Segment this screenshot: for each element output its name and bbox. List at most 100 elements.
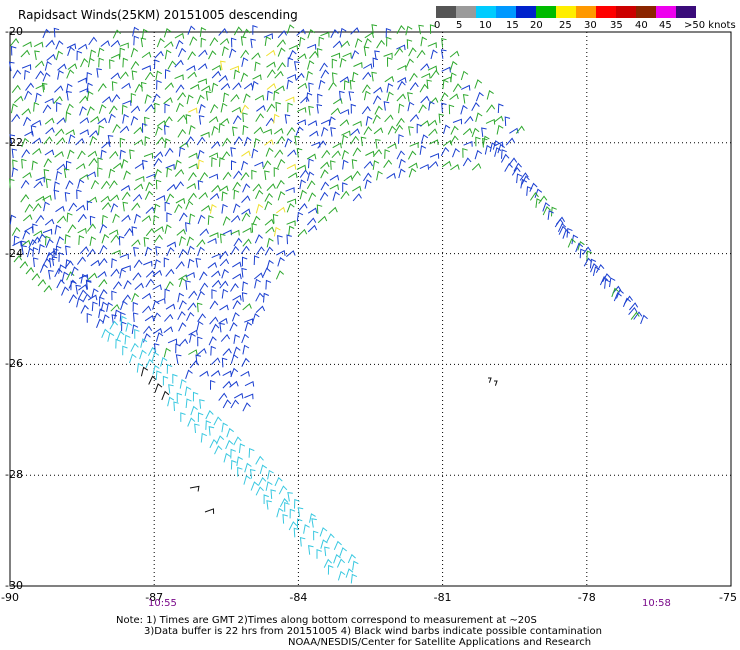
wind-barb (276, 135, 286, 145)
wind-barb (374, 50, 380, 60)
wind-barb (629, 302, 639, 311)
wind-barb (125, 322, 133, 332)
wind-barb (119, 47, 126, 58)
wind-barb (229, 65, 240, 72)
wind-barb (177, 114, 187, 123)
wind-barb (222, 380, 232, 389)
wind-barb (199, 399, 205, 409)
wind-barb (462, 93, 469, 104)
wind-barb (97, 83, 107, 92)
wind-barb (211, 125, 219, 136)
wind-barb (254, 161, 264, 168)
wind-barb (529, 182, 538, 192)
wind-barb (197, 246, 205, 257)
wind-barb (140, 338, 148, 348)
wind-barb (119, 149, 126, 160)
wind-barb (45, 235, 51, 246)
wind-barb (222, 348, 232, 356)
wind-barb (189, 485, 200, 492)
wind-barb (220, 102, 228, 113)
wind-barb (43, 285, 53, 293)
wind-barb (208, 152, 219, 159)
wind-barb (167, 60, 177, 70)
wind-barb (211, 64, 222, 71)
wind-barb (11, 84, 21, 94)
wind-barb (110, 234, 120, 243)
legend-swatch (636, 6, 656, 18)
wind-barb (218, 317, 228, 324)
wind-barb (242, 227, 252, 234)
wind-barb (242, 344, 250, 355)
wind-barb (161, 390, 170, 401)
wind-barb (58, 264, 66, 274)
wind-barb (409, 142, 419, 148)
wind-barb (241, 256, 248, 267)
wind-barb (121, 158, 129, 169)
wind-barb (53, 189, 60, 200)
wind-barb (252, 183, 262, 192)
wind-barb (51, 256, 58, 266)
wind-barb (441, 66, 451, 73)
wind-barb (204, 508, 215, 514)
wind-barb (221, 357, 228, 368)
wind-barb (303, 524, 310, 534)
wind-barb (111, 94, 121, 103)
wind-barb (142, 159, 148, 170)
wind-barb (196, 239, 206, 248)
wind-barb (211, 140, 221, 149)
wind-barb (133, 246, 139, 257)
wind-barb (173, 401, 179, 412)
wind-barb (153, 203, 161, 214)
wind-barb (230, 229, 240, 236)
wind-barb (398, 158, 406, 169)
wind-barb (12, 69, 22, 79)
wind-barb (198, 49, 208, 57)
wind-barb (354, 38, 363, 48)
wind-barb (218, 27, 228, 36)
wind-barb (48, 257, 55, 268)
wind-barb (332, 40, 343, 48)
wind-barb (98, 57, 105, 68)
legend-swatch (456, 6, 476, 18)
wind-barb (441, 102, 447, 113)
wind-barb (34, 60, 45, 68)
wind-barb (164, 41, 174, 49)
wind-barb (345, 568, 354, 578)
wind-barb (87, 294, 98, 301)
wind-barb (98, 296, 105, 307)
wind-barb (108, 113, 116, 124)
wind-barb (285, 187, 295, 193)
wind-barb (120, 184, 131, 192)
wind-barb (427, 65, 438, 72)
wind-barb (123, 170, 131, 180)
wind-barb (328, 206, 338, 215)
wind-barb (231, 160, 237, 170)
wind-barb (108, 229, 119, 236)
wind-barb (307, 60, 315, 70)
wind-barb (86, 313, 93, 323)
wind-barb (211, 253, 221, 260)
wind-barb (190, 83, 200, 90)
wind-barb (79, 95, 89, 104)
wind-barb (230, 147, 236, 157)
wind-barb (241, 333, 250, 344)
wind-barb (144, 136, 151, 146)
wind-barb (65, 103, 74, 113)
wind-barb (77, 227, 87, 234)
wind-barb (222, 399, 232, 409)
wind-barb (42, 28, 51, 39)
wind-barb (178, 235, 186, 246)
wind-barb (167, 338, 178, 345)
wind-barb (251, 223, 257, 233)
wind-barb (309, 513, 316, 523)
wind-barb (244, 321, 253, 332)
wind-barb (420, 36, 428, 47)
wind-barb (409, 72, 418, 82)
wind-barb (219, 322, 225, 333)
wind-barb (582, 246, 592, 255)
wind-barb (140, 37, 147, 48)
wind-barb (89, 49, 97, 60)
wind-barb (164, 138, 171, 148)
wind-barb (449, 60, 458, 71)
wind-barb (242, 112, 248, 123)
